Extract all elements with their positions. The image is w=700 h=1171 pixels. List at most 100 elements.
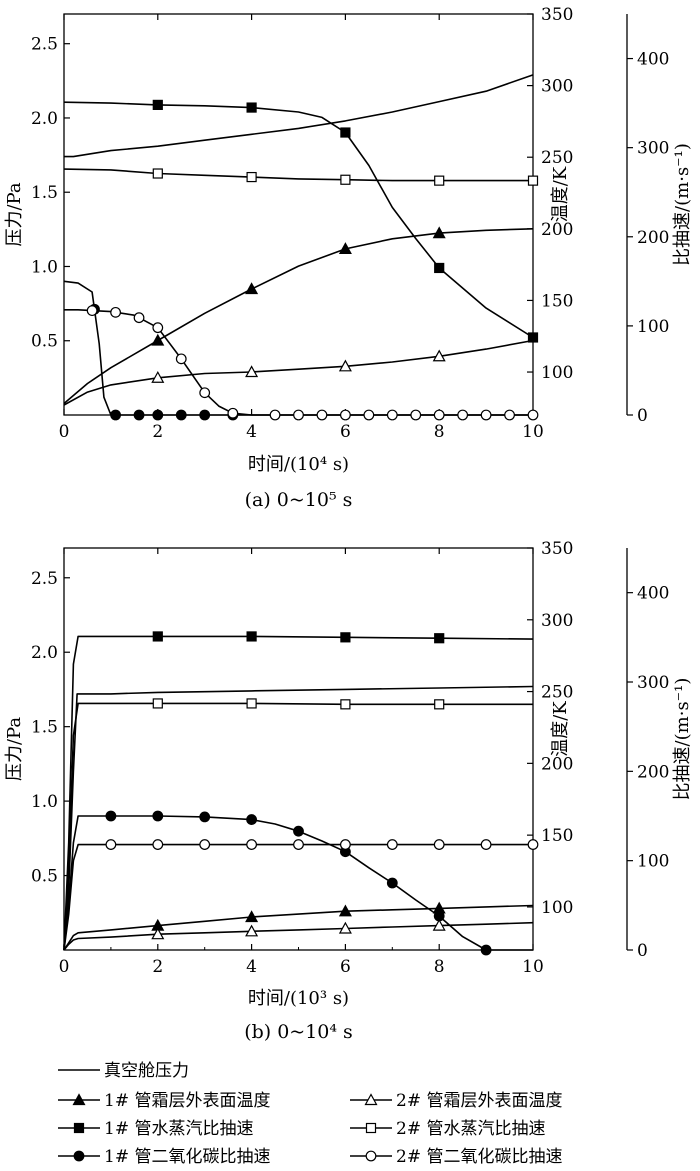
data-point [152, 810, 164, 822]
y-left-tick-label: 1.5 [31, 718, 58, 738]
data-point [152, 322, 164, 334]
data-point [246, 171, 257, 183]
x-tick-label: 2 [152, 422, 163, 442]
legend-item: 2# 管水蒸汽比抽速 [350, 1119, 545, 1139]
y-right-tick-label: 100 [637, 317, 669, 337]
x-tick-label: 0 [59, 422, 70, 442]
legend-marker [365, 1122, 377, 1134]
data-point [152, 631, 163, 642]
data-point [527, 839, 539, 850]
data-point [245, 282, 259, 295]
series-line [63, 921, 534, 951]
y-mid-tick-label: 100 [541, 363, 573, 383]
data-point [152, 698, 163, 709]
legend-item: 2# 管霜层外表面温度 [350, 1091, 562, 1111]
series-4 [63, 99, 539, 343]
y-mid-tick-label: 250 [541, 683, 573, 703]
y-mid-tick-label: 300 [541, 77, 573, 97]
legend-label: 2# 管水蒸汽比抽速 [396, 1119, 545, 1139]
y-mid-tick-label: 350 [541, 5, 573, 25]
data-point [340, 174, 351, 185]
legend-label: 真空舱压力 [104, 1061, 189, 1081]
panel-caption: (a) 0~10⁵ s [245, 489, 353, 511]
series-4 [63, 631, 534, 951]
data-point [433, 839, 445, 850]
data-point [245, 910, 259, 923]
data-point [152, 409, 164, 421]
legend-item: 1# 管霜层外表面温度 [58, 1091, 270, 1111]
data-point [175, 353, 187, 365]
data-point [480, 409, 492, 421]
series-6 [63, 280, 533, 421]
y-left-tick-label: 1.0 [31, 792, 58, 812]
data-point [363, 409, 375, 421]
data-point [293, 839, 304, 850]
y-right-tick-label: 200 [637, 762, 669, 782]
plot-frame [63, 547, 534, 951]
x-tick-label: 6 [340, 957, 351, 977]
data-point [340, 632, 351, 643]
data-point [151, 371, 165, 383]
series-line [63, 168, 533, 182]
series-1 [64, 74, 534, 158]
x-tick-label: 8 [434, 957, 445, 977]
x-axis-title: 时间/(10³ s) [248, 988, 349, 1009]
data-point [527, 332, 539, 343]
data-point [433, 910, 445, 922]
x-tick-label: 0 [59, 957, 70, 977]
data-point [227, 407, 239, 419]
data-point [504, 409, 515, 421]
data-point [86, 305, 98, 317]
data-point [293, 409, 304, 421]
series-1 [63, 685, 534, 948]
series-3 [63, 339, 534, 406]
data-point [527, 409, 539, 421]
data-point [246, 814, 258, 825]
data-point [386, 409, 398, 421]
series-line [63, 339, 534, 406]
data-point [316, 409, 328, 421]
series-line [63, 280, 533, 416]
data-point [340, 839, 351, 850]
data-point [457, 409, 469, 421]
data-point [432, 918, 446, 931]
x-tick-label: 2 [152, 957, 163, 977]
series-7 [63, 839, 539, 951]
series-line [63, 702, 533, 951]
data-point [432, 349, 446, 362]
data-point [340, 699, 351, 710]
data-point [340, 409, 351, 421]
series-7 [64, 305, 539, 421]
y-mid-tick-label: 200 [541, 220, 573, 240]
y-left-axis-title: 压力/Pa [4, 182, 25, 246]
data-point [152, 839, 164, 850]
y-right-tick-label: 0 [637, 406, 648, 426]
y-right-axis-title: 比抽速/(m·s⁻¹) [672, 143, 693, 266]
legend-marker [73, 1150, 85, 1162]
legend: 真空舱压力 1# 管霜层外表面温度 2# 管霜层外表面温度 1# 管水蒸汽比抽速 2# … [58, 1061, 562, 1167]
x-tick-label: 4 [246, 422, 257, 442]
data-point [151, 927, 165, 940]
y-right-tick-label: 300 [637, 673, 669, 693]
series-line [63, 101, 534, 339]
series-line [64, 308, 533, 416]
data-point [338, 359, 352, 372]
series-5 [63, 168, 539, 186]
panel-a: 0 2 4 6 8 10 时间/(10⁴ s) 0.5 1.0 1.5 2.0 2.5 压力/Pa 100… [4, 5, 693, 511]
series-2 [63, 226, 534, 405]
panel-b: 0 2 4 6 8 10 时间/(10³ s) 0.5 1.0 1.5 2.0 2.5 压力/Pa 100… [4, 539, 693, 1043]
series-line [64, 74, 534, 158]
legend-item: 2# 管二氧化碳比抽速 [350, 1147, 562, 1167]
y-mid-tick-label: 150 [541, 826, 573, 846]
data-point [340, 127, 351, 138]
series-line [63, 904, 534, 951]
data-point [246, 631, 257, 642]
data-point [246, 102, 257, 113]
series-2 [63, 901, 534, 951]
data-point [480, 944, 492, 956]
data-point [434, 699, 445, 710]
legend-marker [365, 1150, 377, 1162]
y-mid-tick-label: 200 [541, 754, 573, 774]
y-left-tick-label: 0.5 [31, 867, 58, 887]
series-6 [63, 810, 533, 956]
